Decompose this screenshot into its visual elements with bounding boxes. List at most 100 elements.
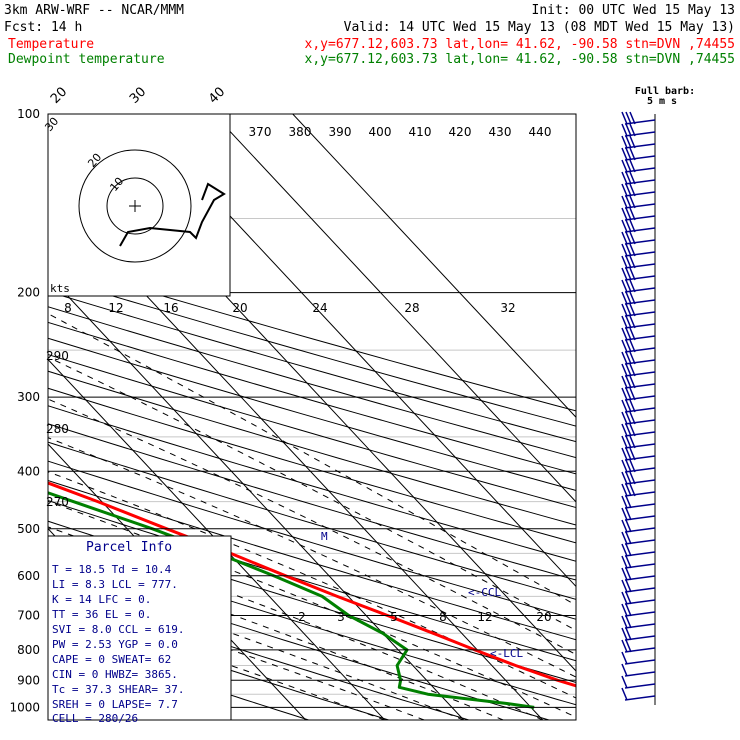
moist-adiabat <box>48 313 576 606</box>
wind-barb <box>621 387 656 401</box>
wind-barb <box>621 303 656 317</box>
wind-barb <box>621 639 656 653</box>
mixing-ratio-label: 5 <box>390 610 398 624</box>
isotherm-line <box>48 358 386 720</box>
wind-barb <box>621 615 656 629</box>
wind-barb <box>621 519 656 533</box>
dry-adiabat <box>48 499 576 662</box>
wind-barb <box>621 363 656 377</box>
hodo-speed-label: 12 <box>108 301 123 315</box>
wind-barb <box>621 351 656 365</box>
wind-barb <box>621 531 656 545</box>
moist-adiabat <box>48 500 576 718</box>
dry-adiabat <box>48 479 576 641</box>
dry-adiabat <box>48 609 389 720</box>
wind-barb <box>621 579 656 593</box>
wind-barb <box>621 423 656 437</box>
pressure-tick-label: 100 <box>17 107 40 121</box>
mixing-ratio-label: 2 <box>298 610 306 624</box>
wind-barb <box>621 411 656 425</box>
wind-barb <box>621 495 656 509</box>
wind-barb <box>621 147 656 161</box>
wind-barb <box>621 507 656 521</box>
theta-left-label: 270 <box>46 495 69 509</box>
moist-adiabat <box>48 471 576 699</box>
wind-barb <box>621 207 656 221</box>
wind-barb <box>621 663 656 677</box>
hodo-speed-label: 32 <box>500 301 515 315</box>
wind-barb <box>621 183 656 197</box>
dewpoint-profile <box>48 491 535 709</box>
wind-barb <box>621 567 656 581</box>
wind-barb <box>621 627 656 641</box>
theta-label: 430 <box>489 125 512 139</box>
pressure-tick-label: 200 <box>17 286 40 300</box>
theta-label: 410 <box>409 125 432 139</box>
mixing-ratio-label: 12 <box>477 610 492 624</box>
pressure-tick-label: 500 <box>17 522 40 536</box>
dry-adiabat <box>48 337 576 491</box>
pressure-tick-label: 700 <box>17 609 40 623</box>
hodo-ring <box>106 177 164 235</box>
wind-barb <box>621 171 656 185</box>
wind-barb <box>621 219 656 233</box>
hodograph-trace <box>119 182 226 247</box>
pressure-tick-label: 400 <box>17 464 40 478</box>
moist-adiabat <box>48 437 576 678</box>
hodograph-box <box>47 113 231 297</box>
theta-label: 440 <box>529 125 552 139</box>
wind-barb <box>621 471 656 485</box>
pressure-tick-label: 600 <box>17 569 40 583</box>
wind-barb <box>621 315 656 329</box>
parcel-info-box <box>47 535 232 721</box>
isotherm-line <box>48 274 465 720</box>
wind-barb <box>621 555 656 569</box>
theta-label: 380 <box>289 125 312 139</box>
dry-adiabat <box>48 353 576 509</box>
wind-barb <box>621 447 656 461</box>
wind-barb <box>621 687 656 701</box>
wind-barb <box>621 267 656 281</box>
plot-frame <box>47 113 577 721</box>
wind-barb <box>621 231 656 245</box>
wind-barb <box>621 483 656 497</box>
hodo-speed-label: 24 <box>312 301 327 315</box>
hodo-ring <box>78 149 192 263</box>
pressure-tick-label: 1000 <box>9 700 40 714</box>
hodo-speed-label: 20 <box>232 301 247 315</box>
wind-barb <box>621 291 656 305</box>
mixing-ratio-label: 20 <box>536 610 551 624</box>
wind-barb <box>621 651 656 665</box>
theta-label: 400 <box>369 125 392 139</box>
dry-adiabat <box>48 460 576 620</box>
mixing-ratio-label: 3 <box>337 610 345 624</box>
dry-adiabat <box>48 306 576 459</box>
pressure-tick-label: 300 <box>17 390 40 404</box>
wind-barb <box>621 255 656 269</box>
pressure-tick-label: 900 <box>17 673 40 687</box>
dry-adiabat <box>48 276 576 427</box>
wind-barb <box>621 243 656 257</box>
wind-barb <box>621 327 656 341</box>
theta-left-label: 290 <box>46 349 69 363</box>
theta-label: 390 <box>329 125 352 139</box>
hodo-speed-label: 28 <box>404 301 419 315</box>
theta-label: 420 <box>449 125 472 139</box>
wind-barb <box>621 135 656 149</box>
wind-barb <box>621 159 656 173</box>
wind-barb <box>621 123 656 137</box>
wind-barb <box>621 591 656 605</box>
moist-adiabat <box>48 356 576 631</box>
dry-adiabat <box>48 261 576 412</box>
theta-label: 370 <box>249 125 272 139</box>
wind-barb <box>621 675 656 689</box>
isotherm-line <box>213 114 576 503</box>
wind-barb <box>621 195 656 209</box>
hodo-speed-label: 8 <box>64 301 72 315</box>
wind-barb <box>621 111 656 125</box>
moist-adiabat <box>48 601 385 720</box>
wind-barb <box>621 339 656 353</box>
wind-barb <box>621 375 656 389</box>
moist-adiabat <box>48 398 576 656</box>
